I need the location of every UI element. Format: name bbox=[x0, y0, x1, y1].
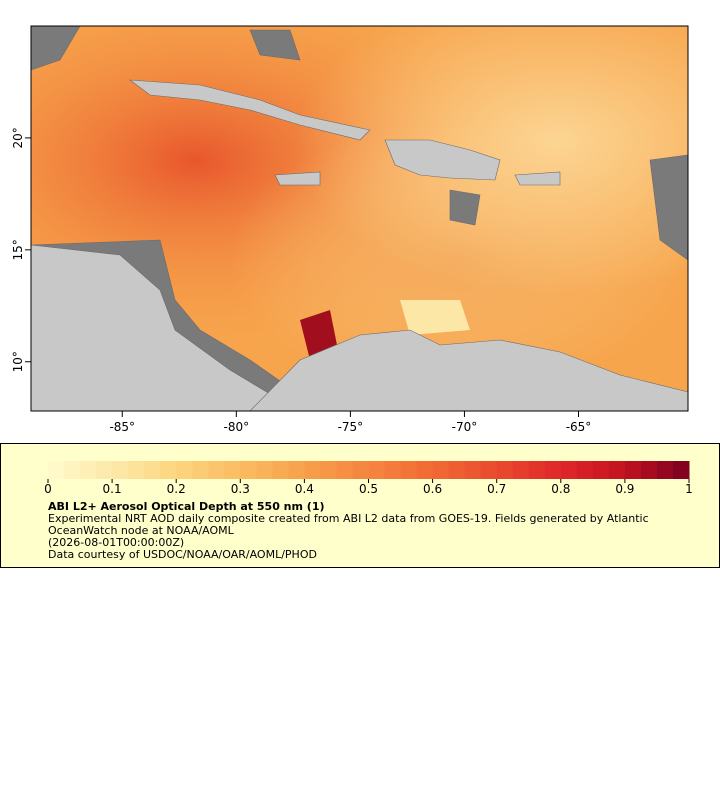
legend-text: ABI L2+ Aerosol Optical Depth at 550 nm … bbox=[48, 501, 688, 561]
colorbar-step bbox=[544, 461, 562, 479]
colorbar-tick-label: 0.3 bbox=[231, 482, 250, 496]
legend-title: ABI L2+ Aerosol Optical Depth at 550 nm … bbox=[48, 500, 325, 513]
map: -85° -80° -75° -70° -65° 10° 15° 20° bbox=[11, 25, 689, 434]
colorbar-step bbox=[448, 461, 466, 479]
y-tick-label: 10° bbox=[11, 351, 25, 372]
colorbar-step bbox=[576, 461, 594, 479]
legend-description: Experimental NRT AOD daily composite cre… bbox=[48, 512, 649, 537]
colorbar-step bbox=[64, 461, 81, 479]
colorbar-step bbox=[480, 461, 498, 479]
colorbar-step bbox=[512, 461, 530, 479]
colorbar-tick-label: 0.4 bbox=[295, 482, 314, 496]
colorbar-step bbox=[80, 461, 97, 479]
colorbar-tick-label: 0.9 bbox=[615, 482, 634, 496]
colorbar-step bbox=[304, 461, 321, 479]
colorbar-step bbox=[144, 461, 161, 479]
colorbar-step bbox=[240, 461, 257, 479]
colorbar-step bbox=[192, 461, 209, 479]
colorbar-step bbox=[96, 461, 113, 479]
colorbar: 0 0.1 0.2 0.3 0.4 0.5 0.6 0.7 0.8 0.9 1 bbox=[44, 461, 693, 496]
colorbar-tick-label: 0.6 bbox=[423, 482, 442, 496]
colorbar-step bbox=[208, 461, 225, 479]
colorbar-step bbox=[608, 461, 626, 479]
colorbar-step bbox=[368, 461, 386, 479]
colorbar-step bbox=[416, 461, 434, 479]
colorbar-step bbox=[528, 461, 546, 479]
colorbar-step bbox=[160, 461, 177, 479]
colorbar-step bbox=[336, 461, 353, 479]
colorbar-step bbox=[432, 461, 450, 479]
legend: 0 0.1 0.2 0.3 0.4 0.5 0.6 0.7 0.8 0.9 1 ABI L2+ Ae… bbox=[0, 443, 720, 568]
colorbar-tick-label: 0 bbox=[44, 482, 52, 496]
x-tick-label: -75° bbox=[338, 420, 364, 434]
colorbar-tick-label: 1 bbox=[685, 482, 693, 496]
colorbar-step bbox=[48, 461, 65, 479]
colorbar-step bbox=[464, 461, 482, 479]
colorbar-step bbox=[288, 461, 305, 479]
colorbar-step bbox=[112, 461, 129, 479]
colorbar-step bbox=[384, 461, 402, 479]
colorbar-step bbox=[672, 461, 690, 479]
colorbar-tick-label: 0.5 bbox=[359, 482, 378, 496]
colorbar-step bbox=[256, 461, 273, 479]
colorbar-tick-label: 0.7 bbox=[487, 482, 506, 496]
y-tick-label: 20° bbox=[11, 127, 25, 148]
x-tick-label: -85° bbox=[109, 420, 135, 434]
legend-credit: Data courtesy of USDOC/NOAA/OAR/AOML/PHO… bbox=[48, 548, 317, 561]
colorbar-step bbox=[640, 461, 658, 479]
x-tick-label: -80° bbox=[224, 420, 250, 434]
colorbar-step bbox=[352, 461, 369, 479]
colorbar-tick-label: 0.1 bbox=[103, 482, 122, 496]
colorbar-step bbox=[128, 461, 145, 479]
x-tick-label: -70° bbox=[452, 420, 478, 434]
colorbar-step bbox=[624, 461, 642, 479]
colorbar-step bbox=[224, 461, 241, 479]
colorbar-step bbox=[320, 461, 337, 479]
land bbox=[30, 25, 689, 412]
x-tick-label: -65° bbox=[566, 420, 592, 434]
colorbar-tick-label: 0.8 bbox=[551, 482, 570, 496]
colorbar-step bbox=[592, 461, 610, 479]
colorbar-tick-label: 0.2 bbox=[167, 482, 186, 496]
colorbar-step bbox=[272, 461, 289, 479]
map-frame bbox=[30, 25, 689, 412]
colorbar-step bbox=[176, 461, 193, 479]
colorbar-step bbox=[656, 461, 674, 479]
y-tick-label: 15° bbox=[11, 239, 25, 260]
legend-time: (2026-08-01T00:00:00Z) bbox=[48, 536, 185, 549]
colorbar-step bbox=[400, 461, 418, 479]
colorbar-step bbox=[560, 461, 578, 479]
colorbar-step bbox=[496, 461, 514, 479]
